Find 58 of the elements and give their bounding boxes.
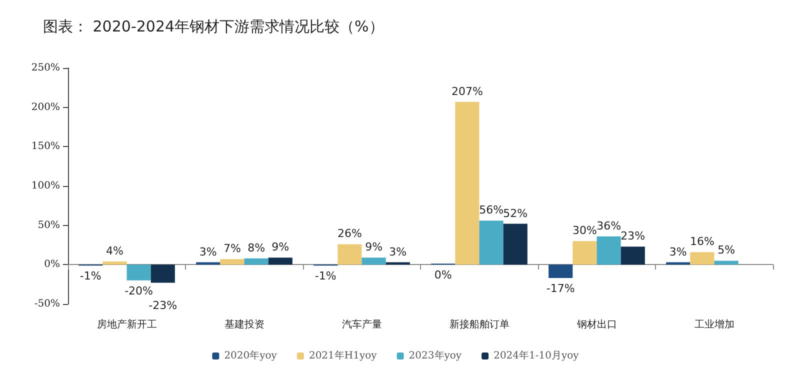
data-label: 52% [503,206,528,220]
bar [690,252,714,265]
x-tick-label: 工业增加 [694,318,734,330]
data-label: 30% [572,224,597,238]
bar [548,264,573,278]
data-label: 3% [389,245,407,258]
data-label: -1% [80,270,102,283]
x-tick-label: 房地产新开工 [96,318,157,330]
data-label: 207% [451,84,483,98]
bar [596,236,621,265]
x-tick-label: 基建投资 [224,318,264,330]
legend-label: 2020年yoy [224,350,278,362]
data-label: -17% [546,282,575,296]
bar [455,102,480,265]
data-label: 23% [620,230,646,243]
bar [244,258,268,265]
legend-label: 2023年yoy [408,350,462,362]
legend-label: 2021年H1yoy [308,350,378,362]
x-tick-label: 汽车产量 [342,318,382,330]
y-tick-label: 50% [38,220,60,231]
data-label: 9% [272,240,290,254]
bar [503,224,528,265]
bar [126,264,151,280]
data-label: 26% [337,227,362,240]
data-label: 5% [718,244,736,257]
data-label: 8% [248,241,266,254]
legend-label: 2024年1-10月yoy [494,350,580,362]
bar [479,220,504,265]
bar [620,246,645,265]
bar [102,262,127,265]
bar [268,258,292,265]
bar [150,264,175,283]
y-tick-label: 200% [31,102,60,113]
data-label: 56% [479,204,504,217]
data-label: -23% [148,298,178,312]
data-label: 0% [434,268,452,282]
y-tick-label: 150% [31,141,60,152]
y-tick-label: 100% [31,180,60,192]
y-tick-label: 0% [44,259,60,270]
data-label: -20% [124,284,154,298]
bar [362,258,386,265]
data-label: 9% [365,240,383,254]
y-tick-label: 250% [31,62,60,74]
data-label: 36% [596,219,622,232]
bar [572,241,597,265]
data-label: 3% [199,245,217,258]
bar [338,244,362,265]
y-tick-label: -50% [34,298,60,310]
x-tick-label: 新接船舶订单 [449,318,510,330]
x-tick-label: 钢材出口 [576,318,617,330]
data-label: 3% [669,245,687,258]
chart-title: 图表： 2020-2024年钢材下游需求情况比较（%） [43,18,384,36]
bar [220,259,244,265]
bar [714,260,738,265]
data-label: 16% [690,235,714,248]
data-label: 4% [106,244,124,258]
data-label: 7% [223,242,241,256]
data-label: -1% [314,270,336,283]
